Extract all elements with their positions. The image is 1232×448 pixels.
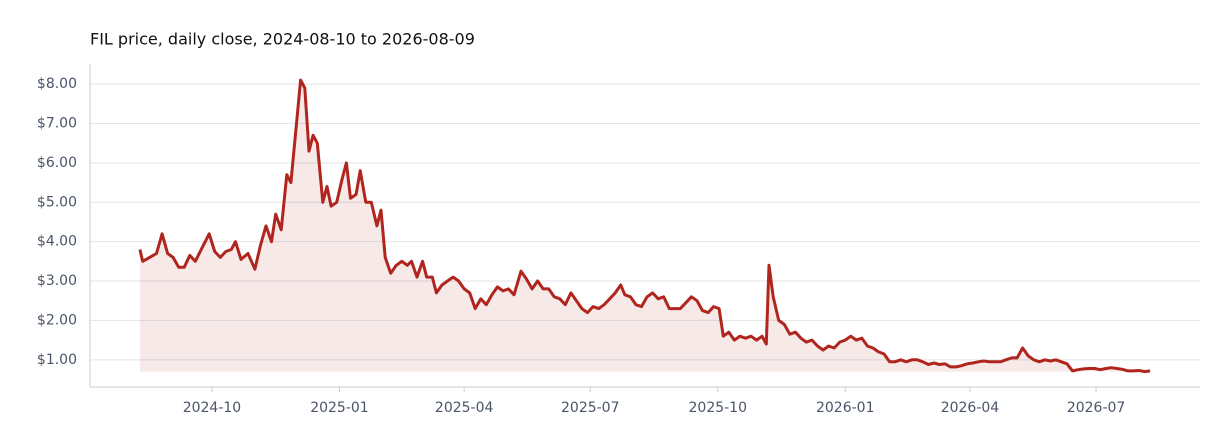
- y-tick-label: $4.00: [37, 234, 77, 250]
- x-tick-label: 2026-04: [941, 400, 1000, 416]
- x-tick-label: 2026-01: [816, 400, 875, 416]
- chart-title: FIL price, daily close, 2024-08-10 to 20…: [90, 30, 475, 49]
- y-tick-label: $8.00: [37, 76, 77, 92]
- y-tick-label: $6.00: [37, 155, 77, 171]
- y-tick-label: $5.00: [37, 194, 77, 210]
- x-tick-label: 2026-07: [1067, 400, 1126, 416]
- x-tick-label: 2024-10: [183, 400, 242, 416]
- x-tick-label: 2025-10: [689, 400, 748, 416]
- price-line: [138, 78, 1151, 374]
- y-tick-label: $2.00: [37, 312, 77, 328]
- y-tick-label: $1.00: [37, 352, 77, 368]
- x-tick-label: 2025-04: [435, 400, 494, 416]
- y-tick-label: $3.00: [37, 273, 77, 289]
- x-tick-label: 2025-01: [310, 400, 369, 416]
- x-tick-label: 2025-07: [561, 400, 620, 416]
- area: [139, 80, 1151, 372]
- y-tick-label: $7.00: [37, 115, 77, 131]
